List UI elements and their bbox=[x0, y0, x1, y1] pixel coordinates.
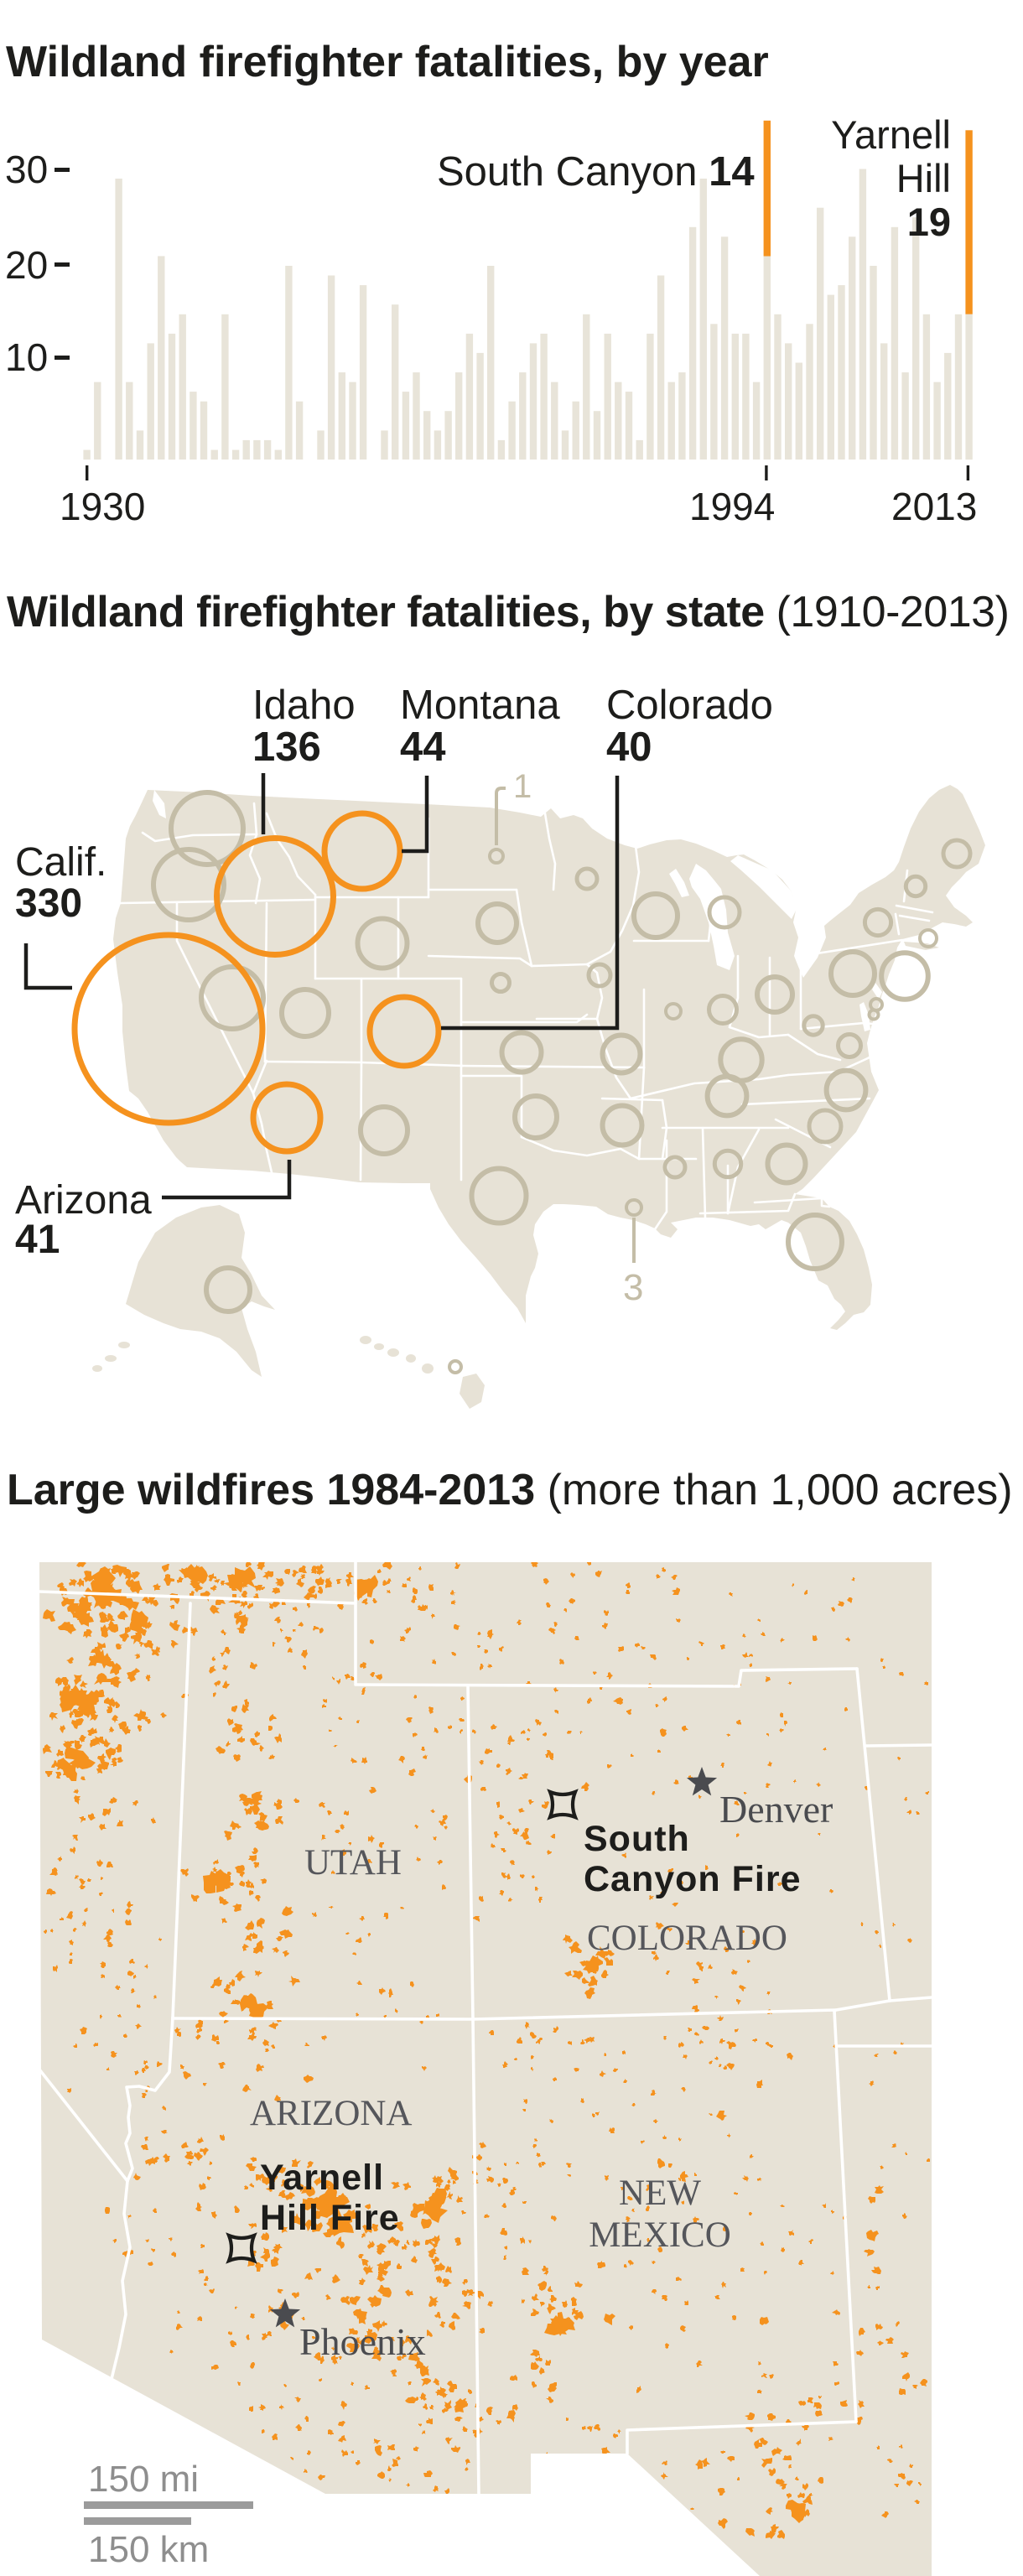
svg-text:ARIZONA: ARIZONA bbox=[250, 2094, 412, 2133]
svg-text:UTAH: UTAH bbox=[304, 1843, 402, 1883]
svg-text:1: 1 bbox=[513, 768, 532, 805]
svg-text:Hill Fire: Hill Fire bbox=[260, 2198, 400, 2238]
svg-text:3: 3 bbox=[623, 1267, 643, 1308]
svg-text:Canyon Fire: Canyon Fire bbox=[584, 1859, 802, 1899]
svg-text:150 km: 150 km bbox=[88, 2529, 209, 2570]
svg-text:150 mi: 150 mi bbox=[88, 2459, 199, 2500]
svg-text:South: South bbox=[584, 1819, 690, 1859]
svg-text:Denver: Denver bbox=[719, 1788, 833, 1831]
svg-text:COLORADO: COLORADO bbox=[587, 1919, 787, 1958]
svg-text:NEW: NEW bbox=[619, 2174, 701, 2213]
svg-text:Phoenix: Phoenix bbox=[299, 2320, 426, 2363]
svg-text:MEXICO: MEXICO bbox=[589, 2215, 731, 2255]
svg-text:Yarnell: Yarnell bbox=[260, 2158, 384, 2198]
